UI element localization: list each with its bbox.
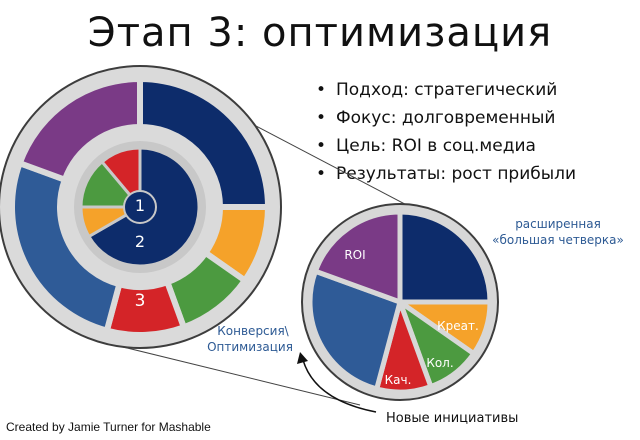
- pie-slice-navy: [397, 209, 493, 305]
- pie-slice-purple: [312, 209, 403, 305]
- bullet-approach: • Подход: стратегический: [316, 76, 576, 104]
- left-core-outline: [123, 190, 157, 224]
- page-title: Этап 3: оптимизация: [87, 10, 553, 56]
- bullet-dot: •: [316, 164, 327, 184]
- bullet-text: Результаты: рост прибыли: [336, 164, 577, 184]
- arrowhead-icon: [297, 352, 308, 364]
- bullet-text: Подход: стратегический: [336, 80, 558, 100]
- outer-segment-blue: [9, 160, 123, 334]
- left-outer-ring: [9, 76, 271, 338]
- pie-label-creative: Креат.: [437, 319, 479, 333]
- outer-segment-purple: [16, 76, 143, 183]
- inner-segment-red: [100, 146, 142, 209]
- connector-line-bottom: [114, 344, 361, 406]
- pie-label-roi: ROI: [344, 248, 365, 262]
- bullet-list: • Подход: стратегический • Фокус: долговре…: [316, 76, 576, 188]
- bullet-goal: • Цель: ROI в соц.медиа: [316, 132, 576, 160]
- bullet-dot: •: [316, 136, 327, 156]
- bullet-dot: •: [316, 80, 327, 100]
- outer-segment-navy: [137, 76, 271, 210]
- new-initiatives-arrow: [302, 359, 377, 413]
- pie-slice-blue: [307, 268, 403, 392]
- annotation-expanded-line2: «большая четверка»: [492, 233, 624, 247]
- credit-text: Created by Jamie Turner for Mashable: [6, 420, 211, 434]
- bullet-text: Цель: ROI в соц.медиа: [336, 136, 536, 156]
- annotation-expanded-line1: расширенная: [515, 217, 601, 231]
- outer-number-3: 3: [135, 291, 146, 311]
- annotation-new-initiatives: Новые инициативы: [386, 411, 518, 426]
- pie-label-collab: Кол.: [426, 356, 453, 370]
- right-pie: [307, 209, 493, 395]
- annotation-conversion-line1: Конверсия\: [217, 324, 289, 338]
- inner-number-2: 2: [135, 232, 145, 251]
- bullet-text: Фокус: долговременный: [336, 108, 556, 128]
- bullet-focus: • Фокус: долговременный: [316, 104, 576, 132]
- pie-label-quality: Кач.: [385, 373, 412, 387]
- annotation-conversion-line2: Оптимизация: [207, 340, 293, 354]
- bullet-results: • Результаты: рост прибыли: [316, 160, 576, 188]
- inner-number-1: 1: [135, 196, 145, 215]
- bullet-dot: •: [316, 108, 327, 128]
